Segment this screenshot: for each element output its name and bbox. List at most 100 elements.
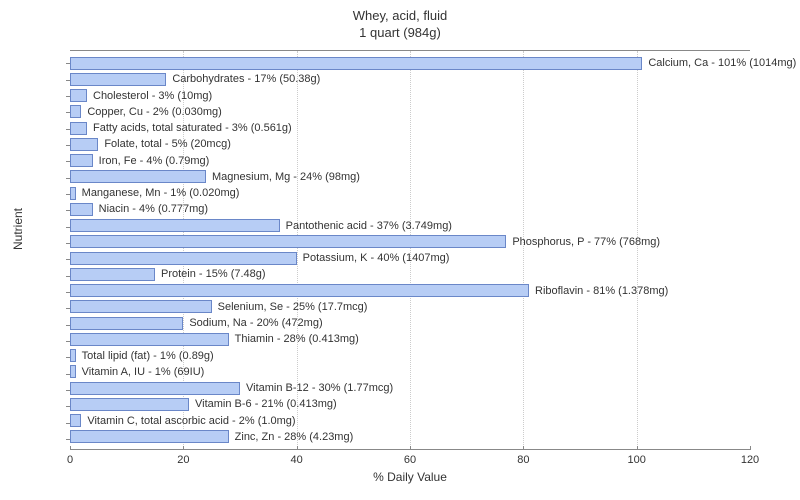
nutrient-bar bbox=[70, 398, 189, 411]
nutrient-bar-label: Carbohydrates - 17% (50.38g) bbox=[166, 73, 320, 85]
nutrient-bar-label: Vitamin A, IU - 1% (69IU) bbox=[76, 366, 205, 378]
y-tick-mark bbox=[66, 390, 70, 391]
nutrient-bar-label: Total lipid (fat) - 1% (0.89g) bbox=[76, 350, 214, 362]
y-tick-mark bbox=[66, 80, 70, 81]
bar-row: Vitamin B-6 - 21% (0.413mg) bbox=[70, 396, 750, 412]
nutrient-bar-label: Riboflavin - 81% (1.378mg) bbox=[529, 285, 668, 297]
bar-row: Carbohydrates - 17% (50.38g) bbox=[70, 71, 750, 87]
y-tick-mark bbox=[66, 161, 70, 162]
x-axis-label: % Daily Value bbox=[70, 470, 750, 484]
nutrient-bar-label: Thiamin - 28% (0.413mg) bbox=[229, 333, 359, 345]
y-tick-mark bbox=[66, 276, 70, 277]
nutrient-bar-label: Potassium, K - 40% (1407mg) bbox=[297, 252, 450, 264]
chart-title: Whey, acid, fluid 1 quart (984g) bbox=[0, 8, 800, 42]
nutrient-bar bbox=[70, 89, 87, 102]
y-tick-mark bbox=[66, 112, 70, 113]
y-tick-mark bbox=[66, 63, 70, 64]
bars-group: Calcium, Ca - 101% (1014mg) Carbohydrates… bbox=[70, 51, 750, 449]
y-tick-mark bbox=[66, 325, 70, 326]
y-tick-mark bbox=[66, 145, 70, 146]
x-tick-mark bbox=[297, 446, 298, 450]
nutrient-bar bbox=[70, 203, 93, 216]
nutrient-bar-label: Pantothenic acid - 37% (3.749mg) bbox=[280, 220, 452, 232]
nutrient-bar-label: Iron, Fe - 4% (0.79mg) bbox=[93, 155, 210, 167]
nutrient-bar-label: Niacin - 4% (0.777mg) bbox=[93, 203, 208, 215]
bar-row: Phosphorus, P - 77% (768mg) bbox=[70, 234, 750, 250]
y-tick-mark bbox=[66, 243, 70, 244]
nutrient-bar-label: Phosphorus, P - 77% (768mg) bbox=[506, 236, 660, 248]
x-tick-mark bbox=[750, 446, 751, 450]
x-tick-mark bbox=[637, 446, 638, 450]
x-tick-label: 60 bbox=[404, 454, 416, 466]
x-tick-label: 120 bbox=[741, 454, 759, 466]
nutrient-bar bbox=[70, 138, 98, 151]
nutrient-bar bbox=[70, 57, 642, 70]
nutrient-bar-label: Calcium, Ca - 101% (1014mg) bbox=[642, 57, 796, 69]
y-tick-mark bbox=[66, 423, 70, 424]
x-tick-label: 80 bbox=[517, 454, 529, 466]
nutrient-bar bbox=[70, 414, 81, 427]
y-tick-mark bbox=[66, 129, 70, 130]
nutrient-bar-label: Zinc, Zn - 28% (4.23mg) bbox=[229, 431, 354, 443]
y-tick-mark bbox=[66, 194, 70, 195]
nutrient-bar bbox=[70, 430, 229, 443]
nutrient-bar-label: Folate, total - 5% (20mcg) bbox=[98, 138, 231, 150]
x-tick-label: 20 bbox=[177, 454, 189, 466]
nutrient-bar-label: Manganese, Mn - 1% (0.020mg) bbox=[76, 187, 240, 199]
y-tick-mark bbox=[66, 96, 70, 97]
x-tick-label: 0 bbox=[67, 454, 73, 466]
x-tick-mark bbox=[70, 446, 71, 450]
bar-row: Fatty acids, total saturated - 3% (0.561… bbox=[70, 120, 750, 136]
bar-row: Zinc, Zn - 28% (4.23mg) bbox=[70, 429, 750, 445]
nutrient-bar-label: Sodium, Na - 20% (472mg) bbox=[183, 317, 322, 329]
y-tick-mark bbox=[66, 308, 70, 309]
nutrient-bar-label: Selenium, Se - 25% (17.7mcg) bbox=[212, 301, 368, 313]
bar-row: Riboflavin - 81% (1.378mg) bbox=[70, 283, 750, 299]
bar-row: Manganese, Mn - 1% (0.020mg) bbox=[70, 185, 750, 201]
y-tick-mark bbox=[66, 406, 70, 407]
chart-title-line2: 1 quart (984g) bbox=[359, 25, 441, 40]
nutrient-bar bbox=[70, 268, 155, 281]
y-tick-mark bbox=[66, 374, 70, 375]
nutrient-bar-label: Vitamin B-12 - 30% (1.77mcg) bbox=[240, 382, 393, 394]
nutrient-bar-label: Cholesterol - 3% (10mg) bbox=[87, 90, 212, 102]
nutrient-bar-label: Vitamin C, total ascorbic acid - 2% (1.0… bbox=[81, 415, 295, 427]
nutrient-bar bbox=[70, 154, 93, 167]
nutrient-bar-label: Magnesium, Mg - 24% (98mg) bbox=[206, 171, 360, 183]
y-axis-label: Nutrient bbox=[11, 208, 25, 250]
bar-row: Calcium, Ca - 101% (1014mg) bbox=[70, 55, 750, 71]
nutrient-chart: Whey, acid, fluid 1 quart (984g) Calcium… bbox=[0, 0, 800, 500]
nutrient-bar bbox=[70, 382, 240, 395]
bar-row: Pantothenic acid - 37% (3.749mg) bbox=[70, 218, 750, 234]
nutrient-bar bbox=[70, 219, 280, 232]
nutrient-bar bbox=[70, 317, 183, 330]
nutrient-bar bbox=[70, 284, 529, 297]
bar-row: Potassium, K - 40% (1407mg) bbox=[70, 250, 750, 266]
y-tick-mark bbox=[66, 178, 70, 179]
bar-row: Protein - 15% (7.48g) bbox=[70, 266, 750, 282]
nutrient-bar-label: Protein - 15% (7.48g) bbox=[155, 268, 266, 280]
nutrient-bar bbox=[70, 105, 81, 118]
nutrient-bar bbox=[70, 252, 297, 265]
bar-row: Thiamin - 28% (0.413mg) bbox=[70, 331, 750, 347]
chart-title-line1: Whey, acid, fluid bbox=[353, 8, 447, 23]
bar-row: Vitamin B-12 - 30% (1.77mcg) bbox=[70, 380, 750, 396]
nutrient-bar bbox=[70, 235, 506, 248]
plot-area: Calcium, Ca - 101% (1014mg) Carbohydrates… bbox=[70, 50, 750, 450]
bar-row: Selenium, Se - 25% (17.7mcg) bbox=[70, 299, 750, 315]
bar-row: Total lipid (fat) - 1% (0.89g) bbox=[70, 348, 750, 364]
y-tick-mark bbox=[66, 210, 70, 211]
bar-row: Copper, Cu - 2% (0.030mg) bbox=[70, 104, 750, 120]
y-tick-mark bbox=[66, 259, 70, 260]
x-tick-label: 100 bbox=[627, 454, 645, 466]
nutrient-bar-label: Fatty acids, total saturated - 3% (0.561… bbox=[87, 122, 292, 134]
bar-row: Vitamin C, total ascorbic acid - 2% (1.0… bbox=[70, 413, 750, 429]
nutrient-bar bbox=[70, 300, 212, 313]
y-tick-mark bbox=[66, 357, 70, 358]
bar-row: Cholesterol - 3% (10mg) bbox=[70, 88, 750, 104]
bar-row: Folate, total - 5% (20mcg) bbox=[70, 136, 750, 152]
bar-row: Magnesium, Mg - 24% (98mg) bbox=[70, 169, 750, 185]
x-tick-label: 40 bbox=[291, 454, 303, 466]
x-tick-mark bbox=[410, 446, 411, 450]
nutrient-bar-label: Vitamin B-6 - 21% (0.413mg) bbox=[189, 398, 337, 410]
